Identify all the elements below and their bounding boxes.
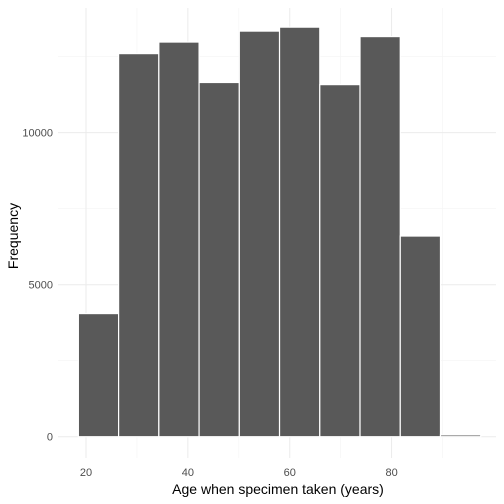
histogram-bar xyxy=(359,35,401,438)
x-tick-label: 20 xyxy=(80,467,92,479)
y-axis-ticks: 0 5000 10000 xyxy=(22,128,53,444)
histogram-bar xyxy=(439,434,482,438)
histogram-bar xyxy=(319,84,361,438)
bars xyxy=(77,26,482,438)
y-axis-title: Frequency xyxy=(5,203,21,269)
histogram-bar xyxy=(238,30,281,438)
histogram-bar xyxy=(77,312,120,438)
y-tick-label: 10000 xyxy=(22,128,53,140)
x-tick-label: 40 xyxy=(182,467,194,479)
histogram-bar xyxy=(278,26,321,438)
histogram-bar xyxy=(198,81,240,438)
histogram-bar xyxy=(118,53,160,438)
y-tick-label: 0 xyxy=(47,432,53,444)
x-axis-ticks: 20 40 60 80 xyxy=(80,467,398,479)
x-axis-title: Age when specimen taken (years) xyxy=(172,481,384,497)
histogram-bar xyxy=(399,235,442,438)
histogram-bar xyxy=(158,41,200,438)
x-tick-label: 60 xyxy=(284,467,296,479)
y-tick-label: 5000 xyxy=(29,280,53,292)
x-tick-label: 80 xyxy=(385,467,397,479)
